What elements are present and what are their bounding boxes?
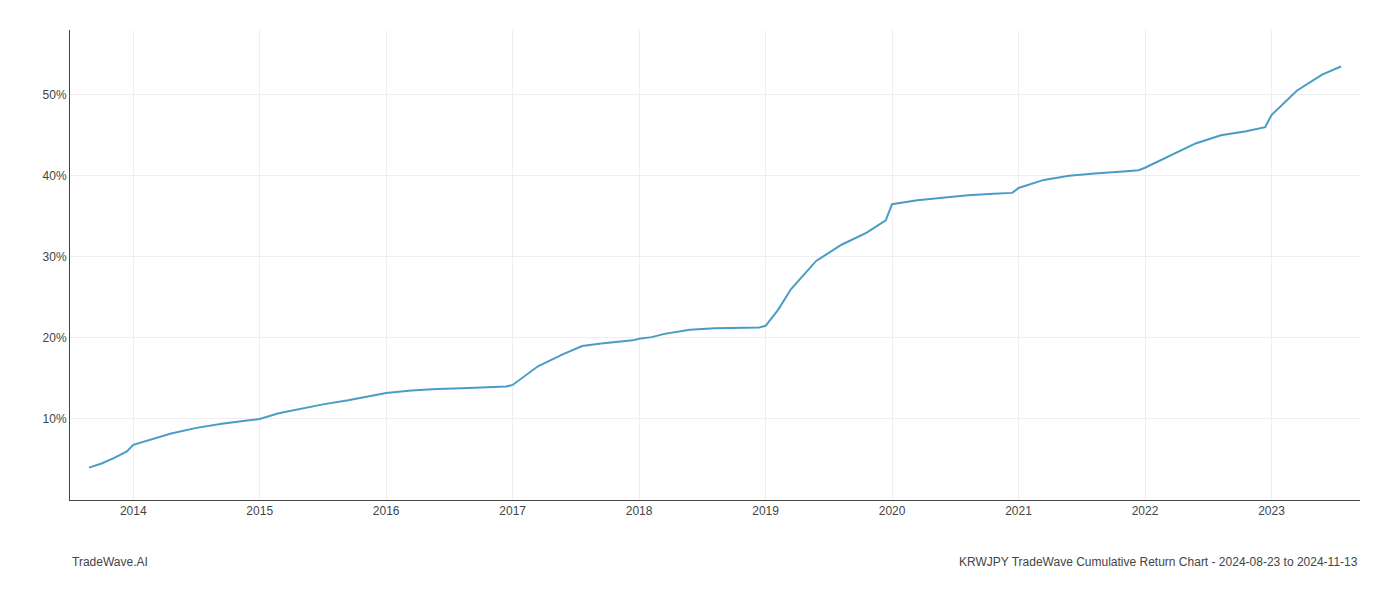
svg-text:2015: 2015	[246, 504, 273, 518]
svg-text:2019: 2019	[752, 504, 779, 518]
svg-text:10%: 10%	[43, 412, 67, 426]
svg-text:KRWJPY TradeWave Cumulative Re: KRWJPY TradeWave Cumulative Return Chart…	[959, 555, 1358, 569]
svg-text:50%: 50%	[43, 88, 67, 102]
svg-text:40%: 40%	[43, 169, 67, 183]
svg-text:2017: 2017	[499, 504, 526, 518]
svg-text:2022: 2022	[1132, 504, 1159, 518]
svg-text:TradeWave.AI: TradeWave.AI	[72, 555, 148, 569]
svg-text:2021: 2021	[1005, 504, 1032, 518]
svg-text:20%: 20%	[43, 331, 67, 345]
svg-text:2018: 2018	[626, 504, 653, 518]
svg-text:2020: 2020	[879, 504, 906, 518]
svg-text:2023: 2023	[1258, 504, 1285, 518]
svg-text:2014: 2014	[120, 504, 147, 518]
svg-text:30%: 30%	[43, 250, 67, 264]
svg-text:2016: 2016	[373, 504, 400, 518]
